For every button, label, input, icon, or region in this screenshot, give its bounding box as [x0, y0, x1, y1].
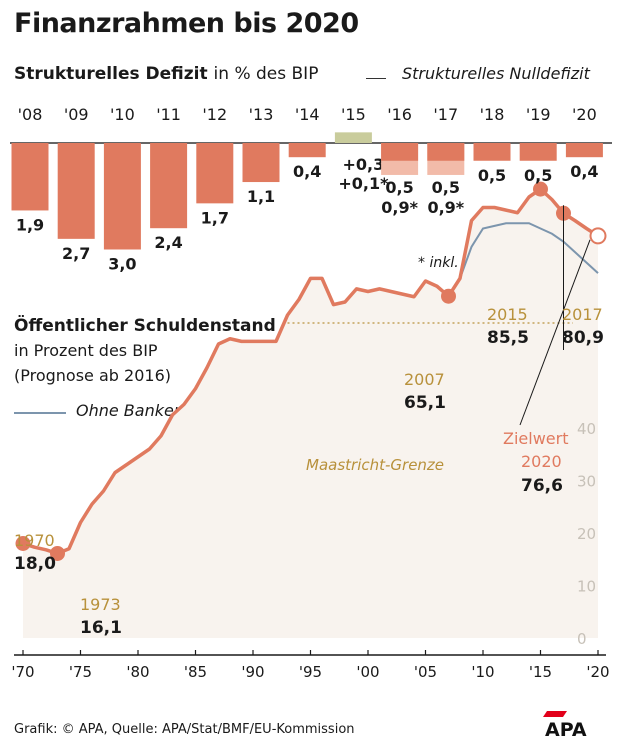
deficit-year-label: '19 [526, 105, 551, 124]
deficit-year-label: '13 [249, 105, 274, 124]
apa-logo-text: APA [545, 719, 587, 739]
apa-logo: APA [543, 711, 587, 739]
x-tick-label: '85 [184, 663, 207, 681]
maastricht-label: Maastricht-Grenze [306, 456, 444, 474]
annotation-year-1973: 1973 [80, 595, 121, 614]
annotation-value-2007: 65,1 [404, 393, 446, 413]
deficit-title-text: Strukturelles Defizit [14, 64, 208, 84]
deficit-title: Strukturelles Defizit in % des BIP [14, 64, 318, 84]
deficit-bar [381, 143, 419, 161]
deficit-value-label: 0,5 [524, 166, 552, 185]
debt-highlight-point [533, 181, 548, 197]
deficit-value-label: 0,5 [432, 178, 460, 197]
x-tick-label: '20 [586, 663, 609, 681]
annotation-year-2007: 2007 [404, 370, 445, 389]
x-tick-label: '75 [69, 663, 92, 681]
source-credit: Grafik: © APA, Quelle: APA/Stat/BMF/EU-K… [14, 722, 355, 737]
annotation-year-2015: 2015 [487, 305, 528, 324]
debt-highlight-point [15, 536, 31, 551]
deficit-value-label: 3,0 [108, 255, 136, 274]
annotation-value-2015: 85,5 [487, 328, 529, 348]
debt-annotations: 1970 18,0 1973 16,1 2007 65,1 2015 85,5 … [14, 305, 604, 638]
deficit-bar [519, 143, 557, 161]
deficit-year-label: '12 [202, 105, 227, 124]
deficit-bar [150, 143, 188, 229]
x-tick-label: '00 [356, 663, 379, 681]
deficit-bar [196, 143, 234, 204]
deficit-value-label: +0,3 [343, 155, 385, 174]
annotation-leader-2020 [519, 239, 591, 426]
deficit-year-label: '08 [18, 105, 43, 124]
deficit-value-label: 0,4 [293, 162, 321, 181]
y-tick-label: 0 [577, 630, 587, 648]
page-title: Finanzrahmen bis 2020 [14, 8, 359, 39]
y-tick-label: 30 [577, 473, 596, 491]
debt-title: Öffentlicher Schuldenstand [14, 316, 276, 336]
deficit-value-label: 0,5 [385, 178, 413, 197]
deficit-value-label: 2,4 [154, 233, 182, 252]
debt-chart: 0 10 20 30 40 '70 '75 '80 '85 '90 '95 '00 '05 '10 '15 '… [11, 181, 610, 681]
debt-target-point [589, 227, 607, 245]
debt-highlight-point [50, 545, 65, 561]
annotation-value-2017: 80,9 [562, 328, 604, 348]
bankenpaket-line [459, 222, 599, 279]
deficit-year-label: '10 [110, 105, 135, 124]
x-tick-label: '10 [471, 663, 494, 681]
debt-subtitle-forecast: (Prognose ab 2016) [14, 366, 171, 385]
apa-logo-stripe [543, 711, 567, 717]
deficit-unit: in % des BIP [213, 64, 319, 84]
deficit-value-label: 1,9 [16, 215, 44, 234]
deficit-year-label: '17 [433, 105, 458, 124]
debt-subtitle: in Prozent des BIP [14, 341, 158, 360]
deficit-bar [11, 143, 49, 211]
annotation-target-value: 76,6 [521, 476, 563, 496]
deficit-value-label: 1,7 [201, 208, 229, 227]
deficit-bar [242, 143, 280, 183]
deficit-value-label: 1,1 [247, 187, 275, 206]
x-tick-label: '15 [529, 663, 552, 681]
bankenpaket-legend-line [14, 412, 66, 414]
deficit-bar [565, 143, 603, 158]
y-tick-label: 20 [577, 525, 596, 543]
deficit-bar [103, 143, 141, 250]
deficit-bar-positive [334, 132, 372, 143]
deficit-chart: '08 1,9 '09 2,7 '10 3,0 '11 2,4 '12 1,7 '13 1,1 '14 0… [10, 105, 612, 274]
debt-line [22, 187, 599, 556]
deficit-value-label: 2,7 [62, 244, 90, 263]
deficit-year-label: '09 [64, 105, 89, 124]
deficit-bar [288, 143, 326, 158]
deficit-year-label: '15 [341, 105, 366, 124]
deficit-year-label: '18 [480, 105, 505, 124]
debt-highlight-point [441, 288, 456, 304]
deficit-alt-value-label: 0,9* [427, 198, 464, 217]
deficit-alt-value-label: +0,1* [338, 174, 389, 193]
x-tick-label: '95 [299, 663, 322, 681]
annotation-year-1970: 1970 [14, 531, 55, 550]
annotation-target-year: 2020 [521, 452, 562, 471]
annotation-value-1970: 18,0 [14, 554, 56, 574]
deficit-bar [57, 143, 95, 239]
x-tick-label: '05 [414, 663, 437, 681]
nulldefizit-legend-line [366, 78, 386, 79]
y-tick-label: 10 [577, 578, 596, 596]
deficit-bar [473, 143, 511, 161]
annotation-year-2017: 2017 [562, 305, 603, 324]
deficit-value-label: 0,5 [478, 166, 506, 185]
deficit-value-label: 0,4 [570, 162, 598, 181]
debt-area [23, 189, 598, 638]
x-tick-label: '90 [241, 663, 264, 681]
deficit-alt-value-label: 0,9* [381, 198, 418, 217]
annotation-value-1973: 16,1 [80, 618, 122, 638]
nulldefizit-legend-label: Strukturelles Nulldefizit [402, 64, 590, 83]
deficit-bar [427, 143, 465, 161]
annotation-target-word: Zielwert [503, 429, 568, 448]
y-tick-label: 40 [577, 420, 596, 438]
deficit-year-label: '20 [572, 105, 597, 124]
deficit-year-label: '11 [156, 105, 181, 124]
deficit-year-label: '16 [387, 105, 412, 124]
deficit-year-label: '14 [295, 105, 320, 124]
x-tick-label: '80 [126, 663, 149, 681]
x-tick-label: '70 [11, 663, 34, 681]
